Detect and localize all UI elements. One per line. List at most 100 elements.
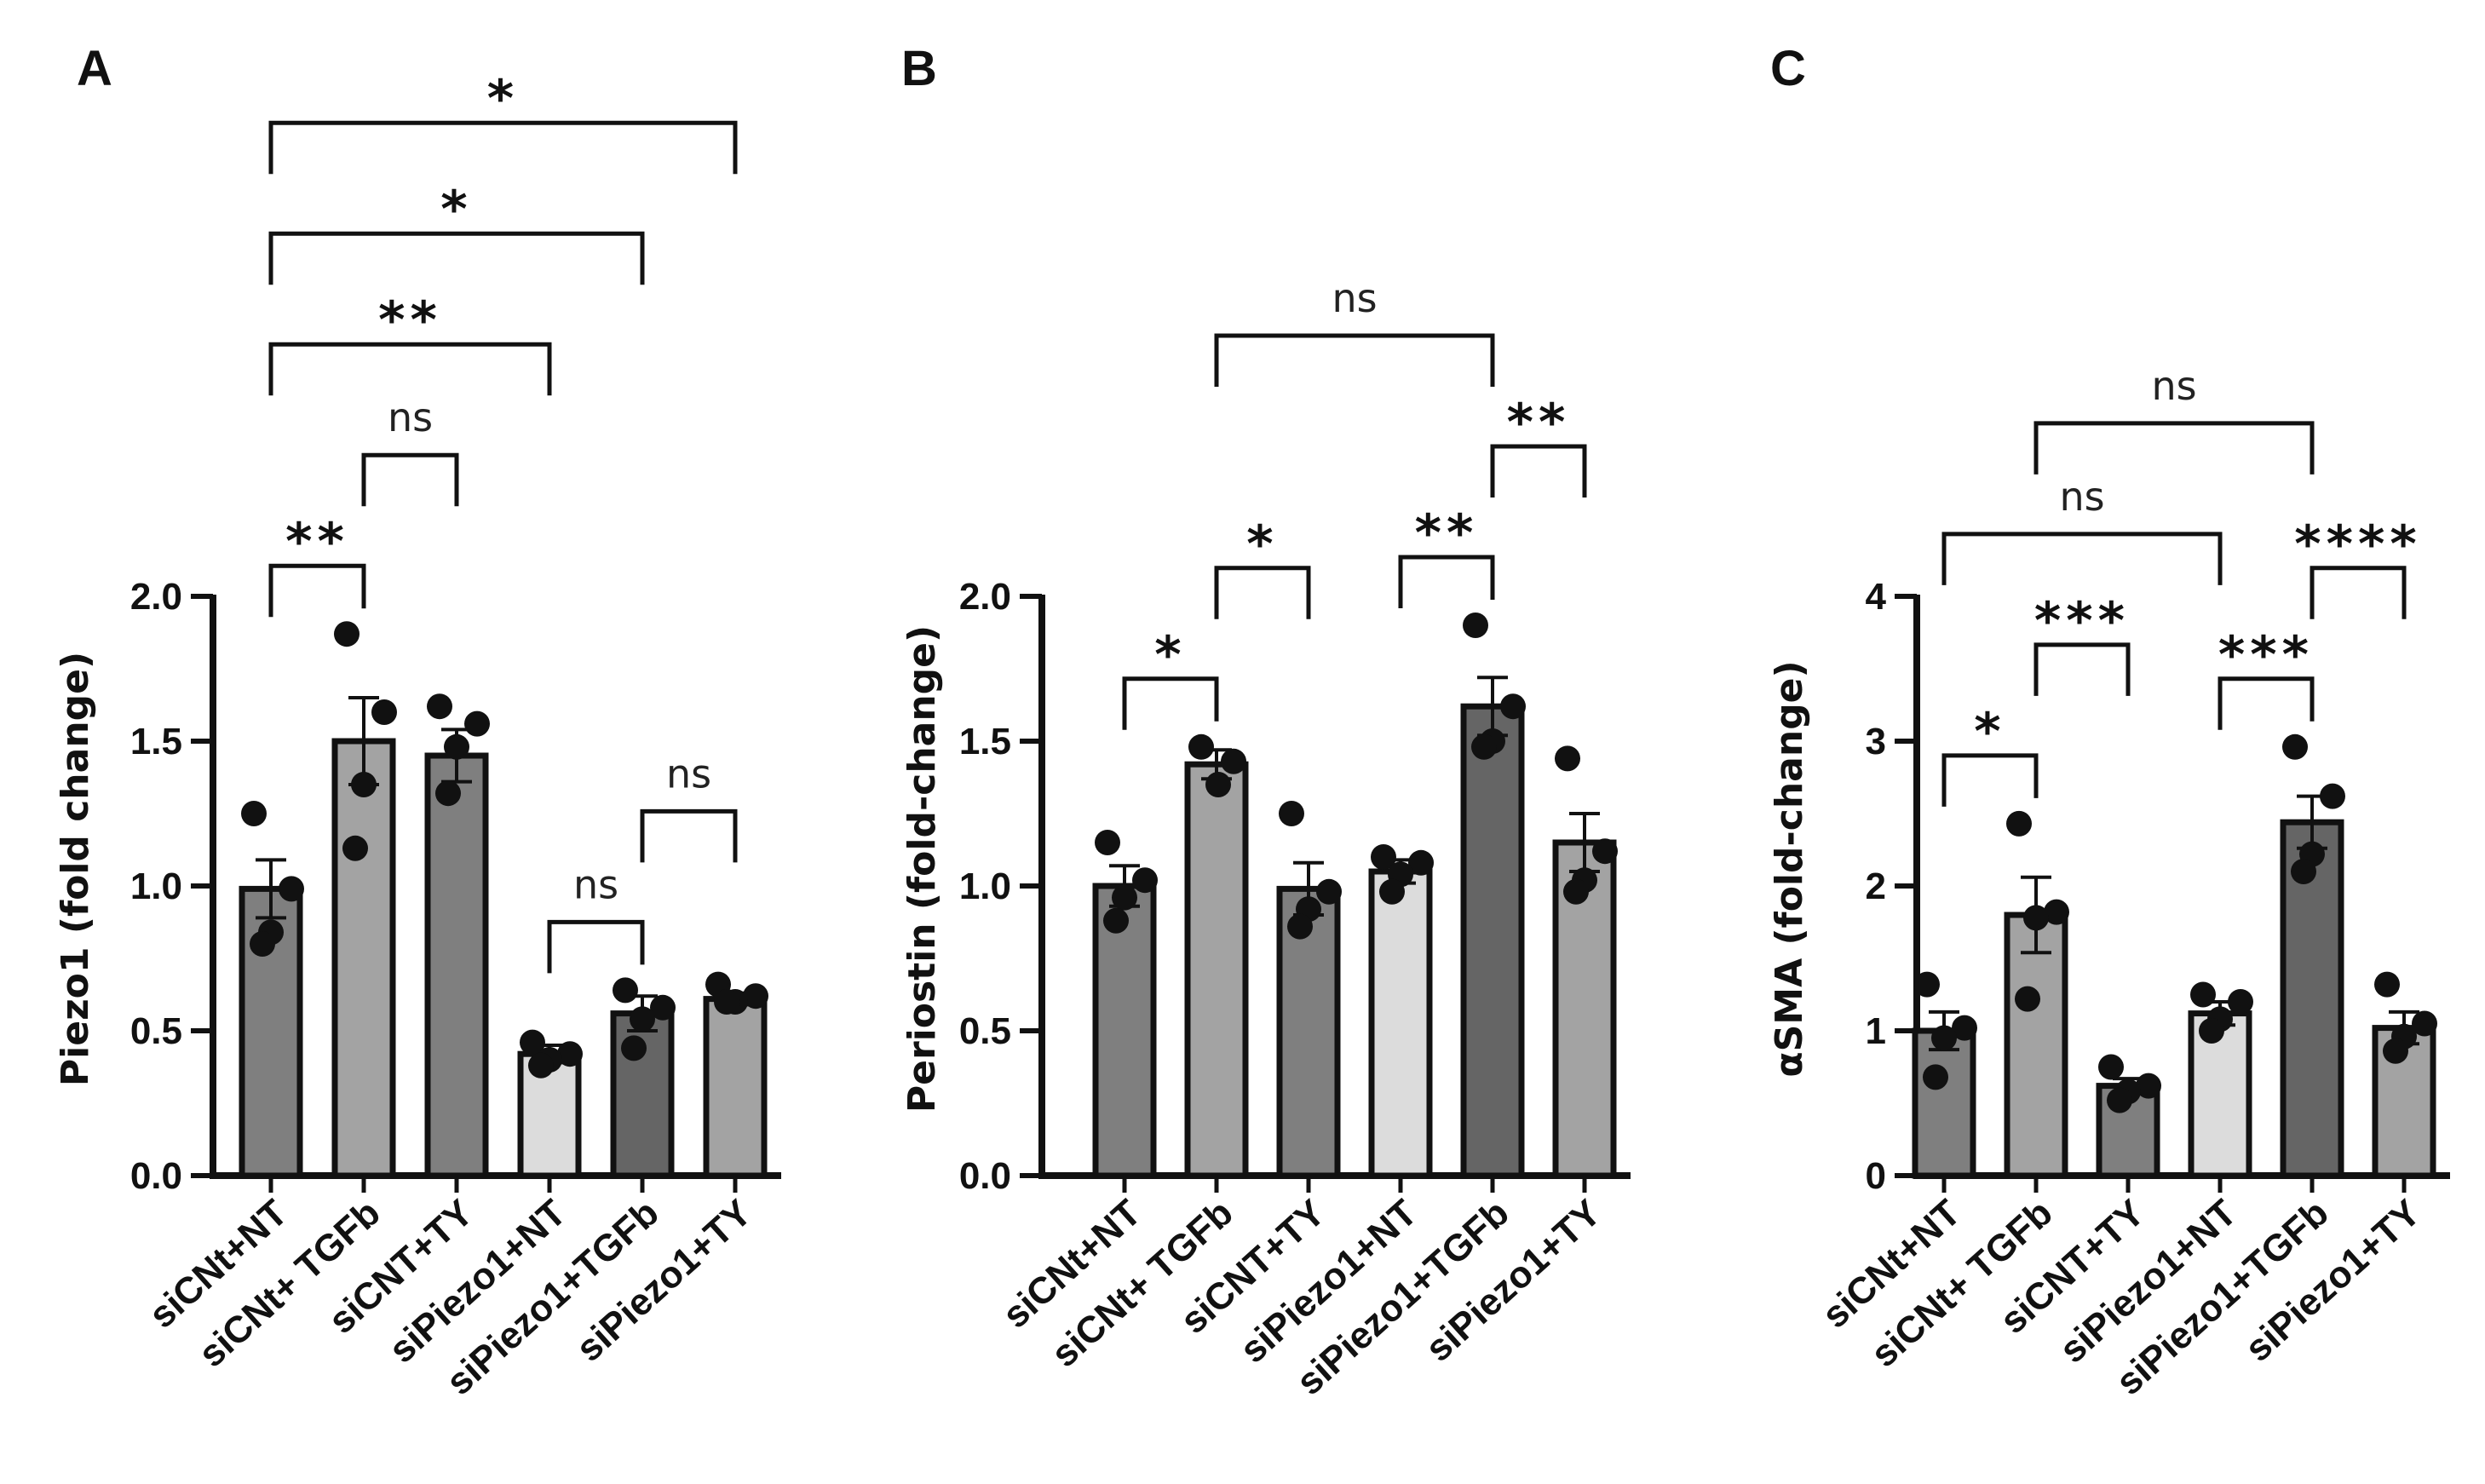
panel-a-data-point: [241, 801, 267, 826]
panel-b-data-point: [1316, 878, 1342, 905]
panel-b-significance-bracket: [1398, 555, 1495, 608]
panel-b-significance-bracket: [1490, 444, 1587, 498]
panel-a-data-point: [621, 1035, 647, 1061]
panel-a-y-tick-label: 0.0: [130, 1155, 182, 1197]
panel-a-significance-bracket: [268, 563, 366, 618]
panel-c-data-point: [2199, 1018, 2224, 1044]
panel-c-data-point: [2412, 1010, 2437, 1037]
panel-c-y-axis-label: αSMA (fold-change): [1768, 660, 1811, 1077]
panel-b-data-point: [1221, 748, 1246, 774]
panel-a-y-tick-label: 2.0: [130, 576, 182, 618]
panel-b: B Periostin (fold-change) 0.0 0.5 1.0 1.5 2.…: [900, 41, 1631, 1403]
panel-b-y-tick-label: 0.5: [959, 1010, 1011, 1052]
panel-c-data-point: [2383, 1038, 2408, 1064]
panel-b-significance-label: **: [1507, 393, 1571, 452]
panel-b-y-tick-label: 1.0: [959, 866, 1011, 907]
panel-b-data-point: [1287, 913, 1313, 940]
panel-b-y-tick-label: 1.5: [959, 721, 1011, 762]
panel-a-data-point: [444, 733, 469, 760]
panel-c-data-point: [2374, 971, 2400, 998]
panel-c-data-point: [2320, 783, 2345, 809]
panel-b-significance-label: *: [1154, 625, 1186, 685]
panel-a-y-axis-label: Piezo1 (fold change): [54, 652, 97, 1086]
panel-b-significance-bracket: [1122, 676, 1219, 730]
panel-b-data-point: [1379, 878, 1405, 905]
panel-a-significance-label: *: [487, 69, 519, 129]
panel-c-y-tick-label: 0: [1866, 1155, 1886, 1197]
panel-c-significance-label: ***: [2034, 591, 2130, 651]
panel-a-significance-label: *: [440, 180, 472, 239]
panel-c-data-point: [2015, 986, 2040, 1012]
panel-b-data-point: [1103, 907, 1129, 934]
panel-c-data-point: [1923, 1064, 1948, 1090]
panel-c-data-point: [1952, 1015, 1977, 1041]
panel-b-data-point: [1555, 745, 1580, 772]
panel-a-significance-bracket: [268, 231, 645, 285]
panel-b-significance-label: *: [1246, 515, 1278, 574]
panel-c-significance-bracket: [1941, 532, 2223, 585]
panel-c-data-point: [2098, 1054, 2124, 1080]
panel-a-data-point: [427, 693, 452, 720]
panel-b-y-axis-label: Periostin (fold-change): [900, 625, 944, 1113]
panel-b-data-point: [1471, 733, 1497, 760]
panel-c-significance-bracket: [2033, 642, 2131, 696]
panel-a-data-point: [650, 994, 676, 1021]
panel-b-data-point: [1563, 878, 1589, 905]
panel-c-significance-label: *: [1974, 702, 2005, 762]
panel-b-significance-bracket: [1214, 333, 1495, 387]
panel-a-data-point: [334, 621, 360, 647]
panel-a: A Piezo1 (fold change) 0.00.51.01.52.0si…: [54, 41, 781, 1403]
panel-b-data-point: [1592, 838, 1618, 865]
panel-a-significance-bracket: [268, 342, 552, 396]
panel-a-bar: [424, 752, 489, 1179]
panel-a-bar: [610, 1010, 675, 1179]
panel-a-data-point: [371, 699, 397, 725]
panel-a-data-point: [613, 977, 638, 1004]
panel-c-data-point: [2023, 905, 2049, 931]
panel-a-data-point: [528, 1052, 554, 1078]
panel-b-data-point: [1463, 613, 1488, 638]
panel-a-data-point: [435, 780, 461, 807]
panel-c-data-point: [2228, 989, 2253, 1015]
panel-b-significance-label: ns: [1332, 275, 1377, 321]
panel-a-letter: A: [77, 41, 112, 96]
panel-a-data-point: [279, 876, 304, 902]
panel-c-bar: [2004, 912, 2068, 1179]
panel-a-data-point: [520, 1029, 545, 1055]
panel-b-bar: [1460, 703, 1525, 1179]
panel-a-significance-bracket: [268, 120, 738, 175]
panel-c-letter: C: [1770, 41, 1806, 96]
panel-b-y-tick-label: 0.0: [959, 1155, 1011, 1197]
panel-a-data-point: [342, 835, 368, 861]
panel-b-data-point: [1112, 884, 1137, 911]
panel-b-significance-bracket: [1214, 566, 1311, 619]
panel-b-data-point: [1095, 830, 1120, 855]
panel-c-significance-bracket: [1941, 753, 2039, 807]
panel-a-significance-label: ns: [666, 751, 711, 797]
panel-c-data-point: [1914, 971, 1940, 998]
panel-b-data-point: [1408, 849, 1434, 876]
panel-c-significance-label: ns: [2059, 474, 2104, 520]
panel-b-letter: B: [901, 41, 937, 96]
panel-c-data-point: [2291, 859, 2316, 884]
panel-b-y-tick-label: 2.0: [959, 576, 1011, 618]
panel-a-significance-label: ns: [573, 861, 618, 907]
panel-a-data-point: [743, 983, 768, 1009]
panel-a-y-tick-label: 1.5: [130, 721, 182, 762]
panel-c-significance-label: ****: [2294, 515, 2422, 574]
panel-b-bar: [1184, 761, 1249, 1179]
panel-a-data-point: [557, 1041, 583, 1067]
panel-b-data-point: [1279, 801, 1304, 826]
panel-c-significance-bracket: [2310, 566, 2407, 619]
panel-a-significance-label: ns: [388, 394, 433, 440]
panel-c-significance-label: ***: [2218, 625, 2314, 685]
panel-c-data-point: [2282, 733, 2308, 760]
panel-a-significance-bracket: [547, 919, 645, 974]
panel-c-y-tick-label: 2: [1866, 866, 1886, 907]
panel-b-data-point: [1500, 693, 1526, 720]
panel-c-data-point: [2136, 1073, 2161, 1099]
panel-c-bar: [1912, 1027, 1976, 1179]
panel-c-y-tick-label: 4: [1866, 576, 1887, 618]
panel-a-data-point: [464, 710, 490, 737]
